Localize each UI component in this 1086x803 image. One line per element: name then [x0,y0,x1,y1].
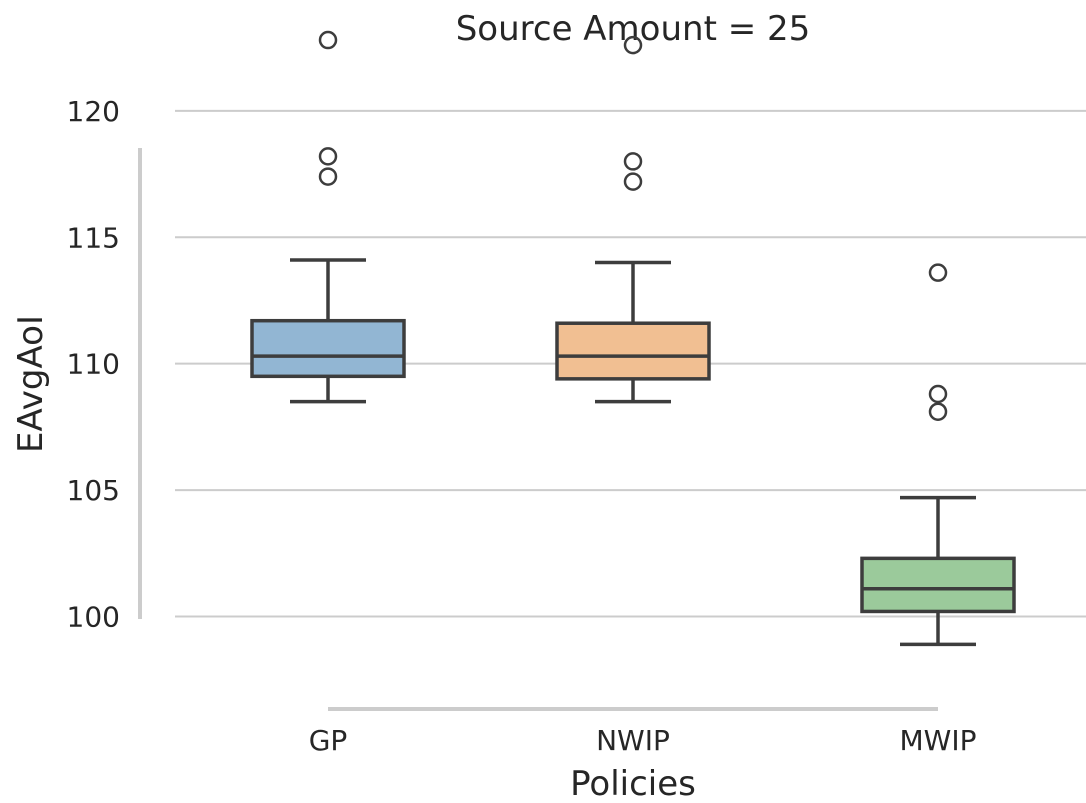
boxes [250,30,1016,647]
x-tick-label-gp: GP [309,724,348,757]
outlier-mwip-1 [928,384,948,404]
box-gp [250,30,406,404]
y-tick-label-120: 120 [67,95,120,128]
outlier-gp-1 [318,147,338,166]
outlier-mwip-0 [928,402,948,421]
iqr-box-gp [250,318,406,379]
outlier-gp-0 [318,167,338,186]
outlier-nwip-1 [623,152,643,171]
chart-title: Source Amount = 25 [456,9,811,49]
y-tick-label-110: 110 [67,348,120,381]
x-tick-label-mwip: MWIP [900,724,977,757]
x-tick-labels: GP NWIP MWIP [309,724,977,757]
y-tick-label-100: 100 [67,601,120,634]
outlier-gp-2 [318,30,338,50]
y-tick-label-115: 115 [67,221,120,254]
outlier-mwip-2 [928,263,948,282]
y-axis-label: EAvgAoI [11,315,51,453]
iqr-box-mwip [860,556,1016,614]
outlier-nwip-2 [623,35,643,55]
box-nwip [555,35,711,404]
iqr-box-nwip [555,321,711,381]
x-tick-label-nwip: NWIP [596,724,670,757]
y-tick-labels: 100 105 110 115 120 [67,95,120,634]
x-axis-label: Policies [570,764,696,803]
outlier-nwip-0 [623,172,643,191]
y-tick-label-105: 105 [67,474,120,507]
box-mwip [860,263,1016,647]
